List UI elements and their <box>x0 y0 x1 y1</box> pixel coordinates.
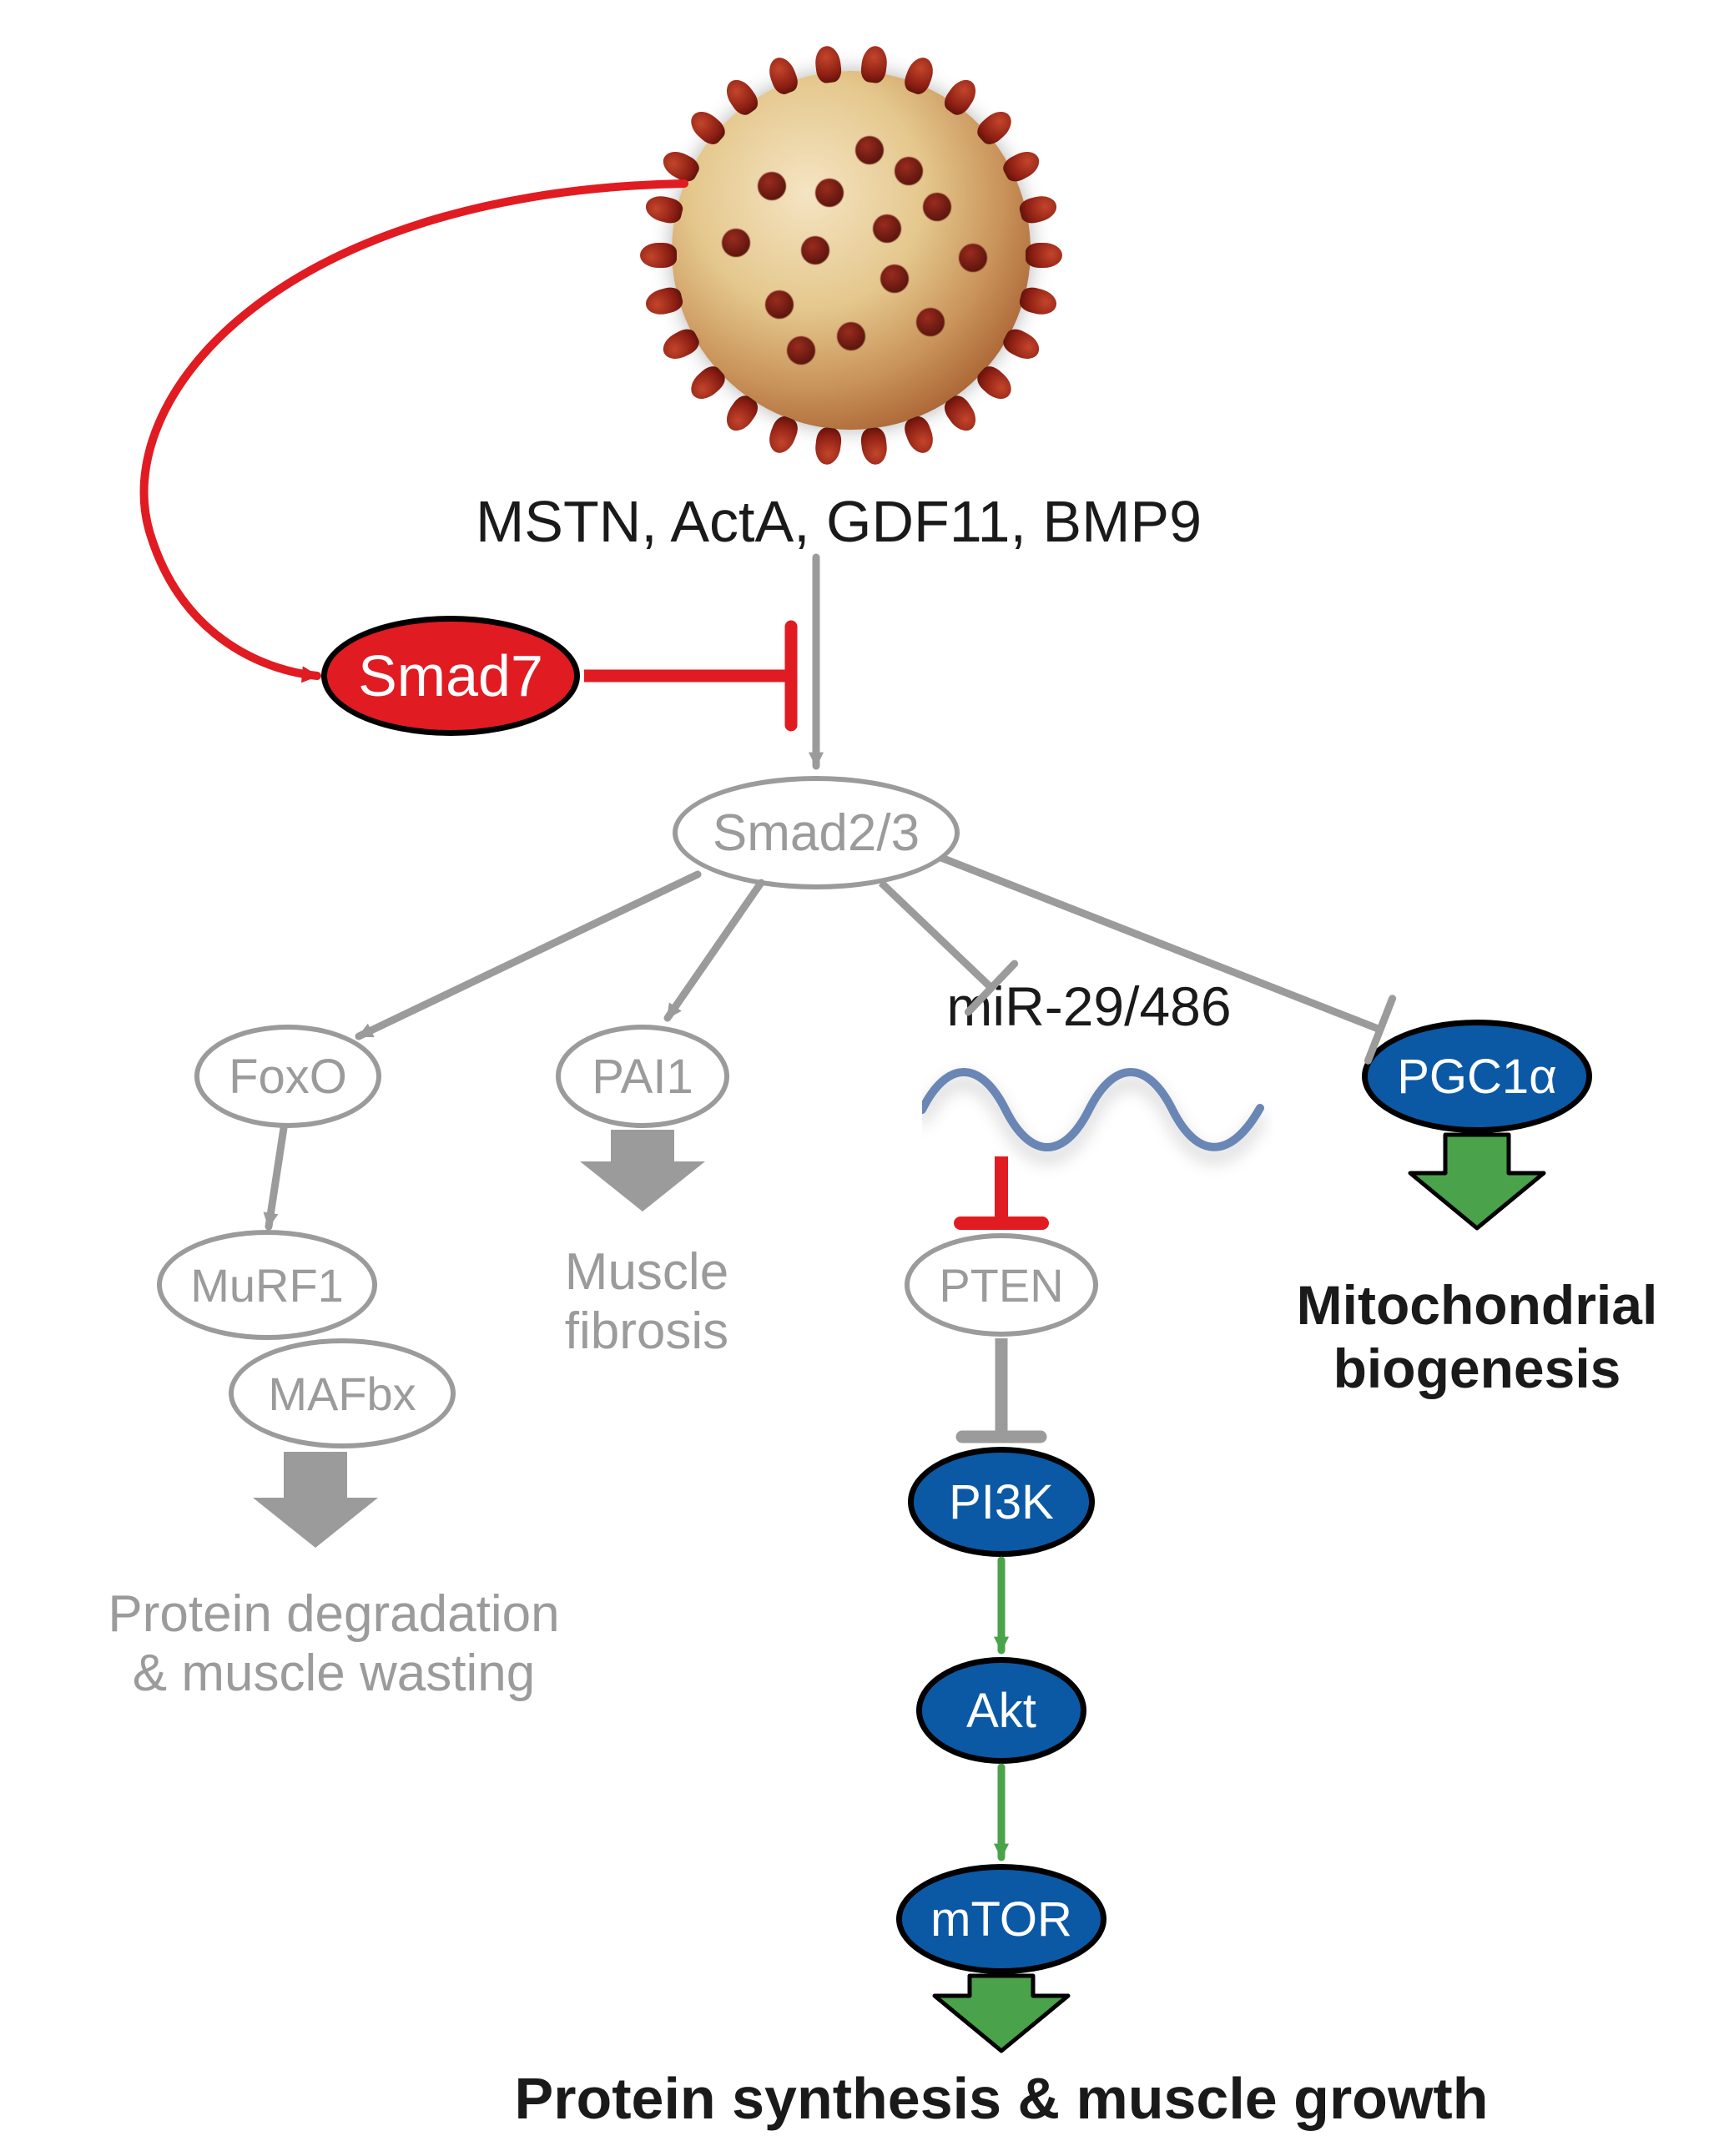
node-label: mTOR <box>930 1892 1072 1947</box>
node-foxo: FoxO <box>194 1025 381 1128</box>
node-label: MAFbx <box>268 1367 416 1421</box>
edge-pai1-to-fibrosis <box>580 1130 705 1211</box>
node-label: Smad2/3 <box>713 803 920 863</box>
edge-mafbx-to-protdeg <box>253 1452 378 1548</box>
label-ligands: MSTN, ActA, GDF11, BMP9 <box>455 488 1222 556</box>
edge-pgc-to-mito <box>1410 1135 1544 1228</box>
edge-smad23-to-pai1 <box>668 883 761 1018</box>
node-label: PI3K <box>949 1474 1054 1530</box>
node-pai1: PAI1 <box>556 1025 729 1128</box>
label-mir: miR-29/486 <box>914 975 1264 1039</box>
node-label: PTEN <box>939 1258 1063 1312</box>
node-mtor: mTOR <box>896 1864 1106 1974</box>
virus-particle <box>672 71 1031 430</box>
node-label: Smad7 <box>358 642 543 709</box>
label-protein-degrad: Protein degradation & muscle wasting <box>67 1584 601 1704</box>
node-smad23: Smad2/3 <box>673 776 960 889</box>
edge-smad23-to-foxo <box>359 874 698 1036</box>
node-pgc1a: PGC1α <box>1362 1020 1592 1133</box>
edge-mtor-to-protsyn <box>935 1976 1068 2051</box>
node-label: Akt <box>966 1683 1036 1739</box>
node-pi3k: PI3K <box>908 1447 1095 1557</box>
edge-virus-to-smad7 <box>144 184 684 676</box>
node-smad7: Smad7 <box>321 616 580 736</box>
node-label: FoxO <box>229 1049 347 1105</box>
label-mito-biogenesis: Mitochondrial biogenesis <box>1252 1274 1702 1401</box>
node-murf1: MuRF1 <box>157 1230 377 1340</box>
node-label: PGC1α <box>1397 1049 1556 1105</box>
edge-smad23-inhibit-mir <box>881 883 991 988</box>
node-mafbx: MAFbx <box>229 1338 456 1448</box>
node-label: MuRF1 <box>190 1258 344 1312</box>
label-muscle-fibrosis: Muscle fibrosis <box>505 1242 789 1362</box>
mir-wave <box>922 1043 1273 1185</box>
node-pten: PTEN <box>905 1233 1098 1337</box>
node-akt: Akt <box>916 1657 1086 1764</box>
node-label: PAI1 <box>592 1049 693 1105</box>
edge-foxo-to-murf1 <box>269 1128 284 1227</box>
label-protein-synthesis: Protein synthesis & muscle growth <box>501 2065 1502 2133</box>
